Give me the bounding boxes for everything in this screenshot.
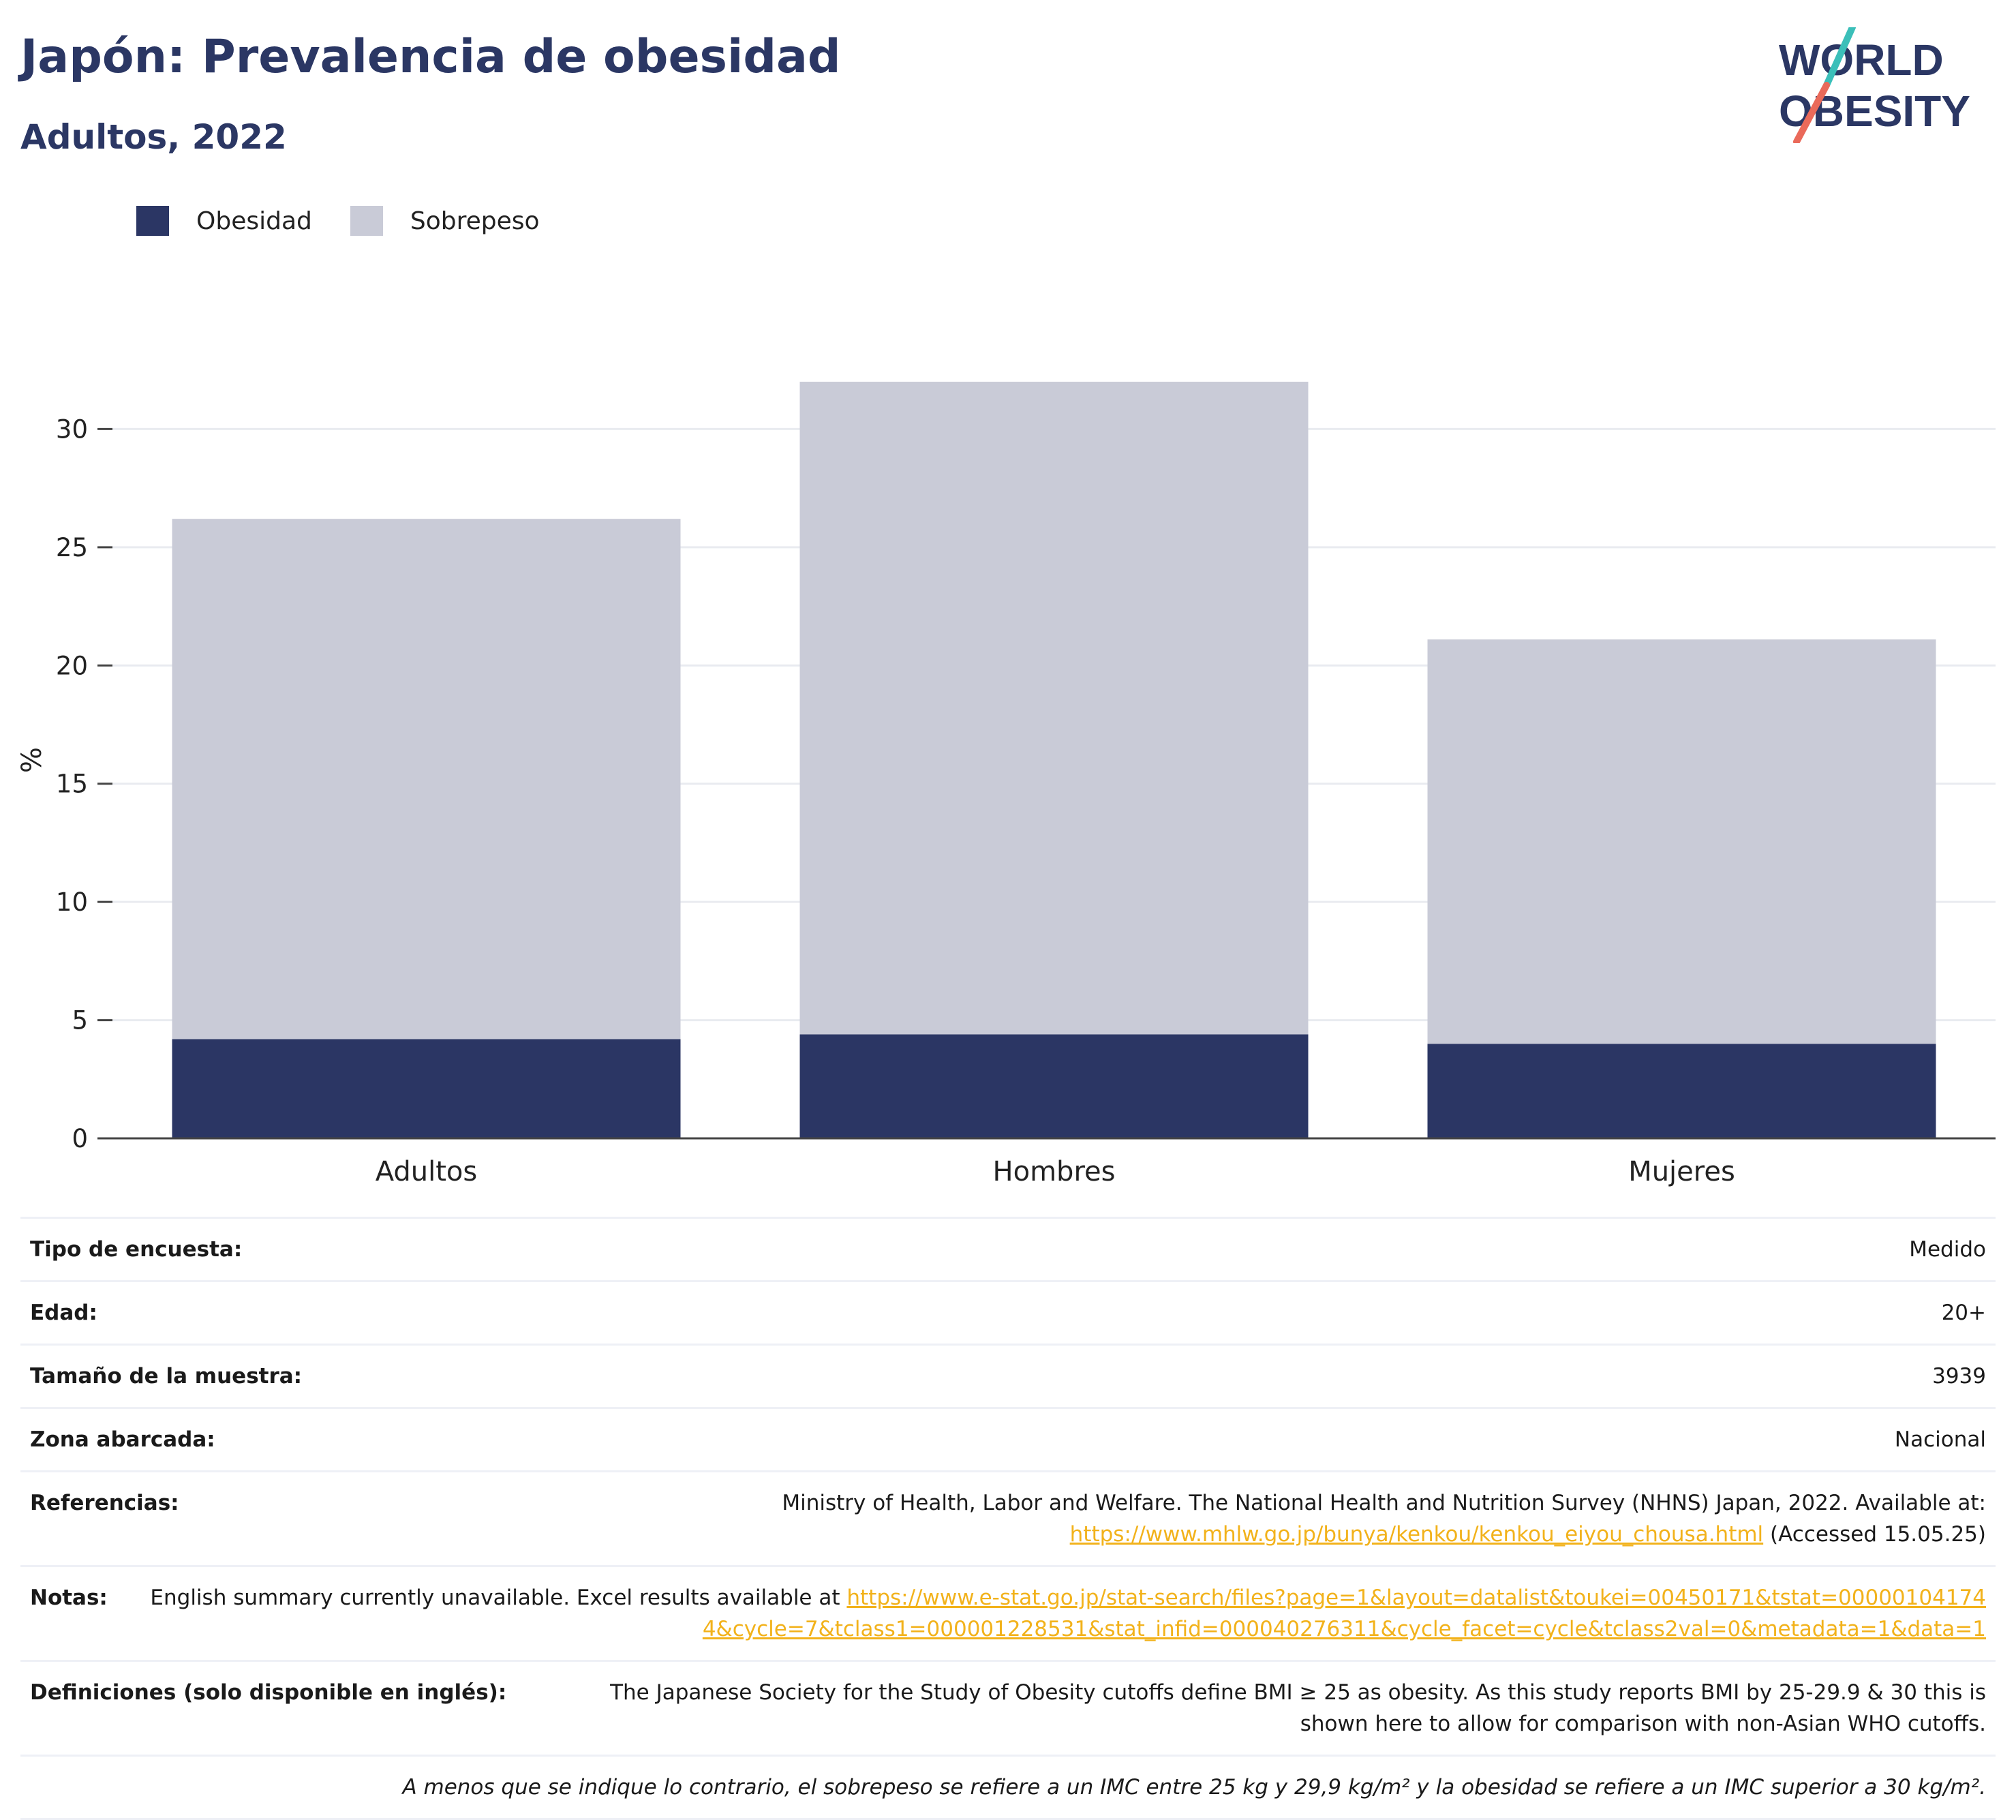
- page-subtitle: Adultos, 2022: [20, 117, 287, 157]
- legend-item-sobrepeso[interactable]: Sobrepeso: [350, 206, 540, 236]
- y-tick-label: 5: [72, 1006, 88, 1035]
- references-text: Ministry of Health, Labor and Welfare. T…: [782, 1491, 1986, 1515]
- y-tick-label: 30: [56, 414, 88, 444]
- x-tick-label: Hombres: [993, 1156, 1116, 1187]
- legend-label-sobrepeso: Sobrepeso: [410, 207, 540, 235]
- info-label: Zona abarcada:: [30, 1427, 215, 1452]
- chart-legend: Obesidad Sobrepeso: [136, 202, 578, 240]
- world-obesity-logo: WORLD OBESITY: [1779, 27, 1970, 143]
- bar-obesidad-hombres: [799, 1034, 1309, 1138]
- legend-item-obesidad[interactable]: Obesidad: [136, 206, 312, 236]
- bar-obesidad-adultos: [172, 1039, 681, 1138]
- bar-sobrepeso-hombres: [799, 382, 1309, 1035]
- references-accessed: (Accessed 15.05.25): [1770, 1522, 1986, 1547]
- legend-swatch-sobrepeso: [350, 206, 383, 236]
- page-title: Japón: Prevalencia de obesidad: [20, 30, 841, 84]
- references-value: Ministry of Health, Labor and Welfare. T…: [782, 1487, 1986, 1550]
- svg-text:WORLD: WORLD: [1779, 35, 1944, 85]
- y-tick-label: 0: [72, 1124, 88, 1153]
- info-row-definitions: Definiciones (solo disponible en inglés)…: [20, 1660, 1996, 1755]
- footnote: A menos que se indique lo contrario, el …: [20, 1755, 1996, 1820]
- notes-label: Notas:: [30, 1586, 108, 1610]
- notes-link[interactable]: https://www.e-stat.go.jp/stat-search/fil…: [702, 1586, 1986, 1641]
- notes-text: English summary currently unavailable. E…: [150, 1586, 840, 1610]
- info-label: Tipo de encuesta:: [30, 1237, 243, 1262]
- info-row-references: Referencias: Ministry of Health, Labor a…: [20, 1470, 1996, 1565]
- legend-label-obesidad: Obesidad: [196, 207, 312, 235]
- info-value: Medido: [1909, 1237, 1986, 1262]
- bar-chart: 0 5 10 15 20 25 30% Adultos Hombres Mujeres: [16, 382, 1996, 1187]
- bar-obesidad-mujeres: [1427, 1044, 1936, 1138]
- bar-sobrepeso-adultos: [172, 519, 681, 1040]
- references-label: Referencias:: [30, 1491, 179, 1515]
- info-row-notes: Notas: English summary currently unavail…: [20, 1565, 1996, 1660]
- legend-swatch-obesidad: [136, 206, 169, 236]
- info-row-area: Zona abarcada: Nacional: [20, 1407, 1996, 1470]
- survey-info-table: Tipo de encuesta: Medido Edad: 20+ Tamañ…: [20, 1217, 1996, 1820]
- info-label: Edad:: [30, 1301, 97, 1325]
- info-value: 3939: [1932, 1364, 1986, 1389]
- definitions-value: The Japanese Society for the Study of Ob…: [610, 1680, 1986, 1736]
- x-tick-label: Mujeres: [1628, 1156, 1735, 1187]
- references-link[interactable]: https://www.mhlw.go.jp/bunya/kenkou/kenk…: [1069, 1522, 1764, 1547]
- definitions-label: Definiciones (solo disponible en inglés)…: [30, 1680, 507, 1705]
- x-tick-label: Adultos: [376, 1156, 478, 1187]
- bar-sobrepeso-mujeres: [1427, 639, 1936, 1044]
- info-row-survey-type: Tipo de encuesta: Medido: [20, 1217, 1996, 1280]
- info-row-sample-size: Tamaño de la muestra: 3939: [20, 1344, 1996, 1407]
- y-tick-label: 25: [56, 533, 88, 562]
- y-tick-label: 20: [56, 651, 88, 680]
- y-tick-label: 15: [56, 770, 88, 799]
- info-value: 20+: [1941, 1301, 1986, 1325]
- info-label: Tamaño de la muestra:: [30, 1364, 303, 1389]
- y-axis-label: %: [16, 747, 48, 773]
- y-tick-label: 10: [56, 888, 88, 917]
- info-value: Nacional: [1894, 1427, 1986, 1452]
- notes-value: English summary currently unavailable. E…: [142, 1582, 1986, 1645]
- info-row-age: Edad: 20+: [20, 1280, 1996, 1344]
